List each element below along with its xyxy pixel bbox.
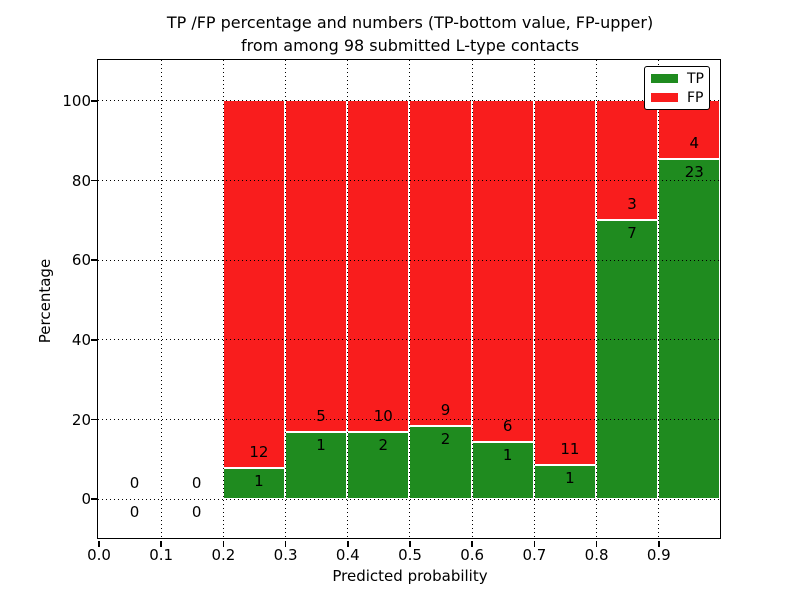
x-tick-label: 0.2 <box>211 546 236 564</box>
x-gridline <box>160 60 162 539</box>
x-gridline <box>595 60 597 539</box>
legend-item-tp: TP <box>651 70 704 87</box>
x-axis-tick <box>222 540 225 547</box>
tp-bar-segment <box>284 432 348 499</box>
fp-count-label: 3 <box>627 194 637 213</box>
tp-count-label: 0 <box>191 502 202 521</box>
fp-bar-segment <box>222 100 285 468</box>
x-tick-label: 0.5 <box>398 546 422 564</box>
fp-bar-segment <box>284 100 348 433</box>
tp-count-label: 2 <box>378 436 389 455</box>
x-gridline <box>533 60 535 539</box>
tp-count-label: 0 <box>129 502 140 521</box>
x-tick-label: 0.4 <box>335 546 360 564</box>
x-tick-label: 0.6 <box>460 546 485 564</box>
x-axis-tick <box>409 540 411 547</box>
tp-count-label: 1 <box>316 436 326 455</box>
x-tick-label: 0.9 <box>646 546 671 564</box>
x-gridline <box>658 60 660 539</box>
x-gridline <box>409 60 411 539</box>
tp-count-label: 1 <box>254 471 264 490</box>
x-tick-label: 0.1 <box>149 546 174 564</box>
tp-bar-segment <box>409 426 472 499</box>
fp-bar-segment <box>533 100 596 466</box>
fp-count-label: 6 <box>502 416 513 435</box>
x-axis-tick <box>98 540 100 547</box>
tp-count-label: 1 <box>565 469 575 488</box>
fp-count-label: 10 <box>373 407 393 426</box>
legend-label-tp: TP <box>687 70 704 87</box>
tp-bar-segment <box>533 465 596 499</box>
fp-count-label: 0 <box>129 473 140 492</box>
y-tick-label: 80 <box>71 171 91 190</box>
y-axis-tick <box>91 100 97 102</box>
tp-bar-segment <box>595 219 659 499</box>
y-tick-label: 100 <box>62 91 91 110</box>
y-axis-label: Percentage <box>36 258 54 344</box>
x-tick-label: 0.7 <box>522 546 547 564</box>
x-axis-tick <box>471 540 473 547</box>
x-axis-tick <box>347 540 349 547</box>
plot-area: 0 0 0 0 12 1 5 1 10 2 9 2 6 1 11 1 3 7 4 23 <box>97 59 722 540</box>
tp-count-label: 2 <box>440 430 451 449</box>
y-axis-tick <box>91 498 97 500</box>
fp-count-label: 9 <box>440 401 451 420</box>
x-tick-label: 0.0 <box>87 546 111 564</box>
y-tick-label: 40 <box>71 330 91 349</box>
legend-label-fp: FP <box>687 89 704 106</box>
fp-legend-swatch-icon <box>651 93 678 102</box>
fp-count-label: 0 <box>191 473 202 492</box>
y-tick-label: 20 <box>71 410 91 429</box>
x-axis-tick <box>658 540 660 547</box>
x-gridline <box>347 60 349 539</box>
fp-count-label: 5 <box>316 407 326 426</box>
chart-title-line1: TP /FP percentage and numbers (TP-bottom… <box>166 13 654 32</box>
x-tick-label: 0.8 <box>584 546 609 564</box>
fp-bar-segment <box>347 100 410 433</box>
y-tick-label: 60 <box>71 251 91 270</box>
fp-bar-segment <box>409 100 472 427</box>
x-axis-tick <box>533 540 536 547</box>
tp-bar-segment <box>222 467 285 499</box>
x-tick-label: 0.3 <box>273 546 298 564</box>
x-axis-tick <box>284 540 287 547</box>
fp-count-label: 12 <box>249 442 269 461</box>
y-axis-tick <box>91 418 97 421</box>
y-axis-tick <box>91 179 97 182</box>
x-gridline <box>284 60 286 539</box>
fp-bar-segment <box>471 100 534 442</box>
fp-count-label: 11 <box>560 440 580 459</box>
x-gridline <box>222 60 224 539</box>
x-axis-tick <box>595 540 598 547</box>
tp-count-label: 1 <box>502 445 513 464</box>
legend-item-fp: FP <box>651 89 704 106</box>
x-gridline <box>471 60 473 539</box>
tp-count-label: 7 <box>627 223 637 242</box>
y-tick-label: 0 <box>81 490 91 509</box>
x-axis-tick <box>160 540 162 547</box>
tp-bar-segment <box>658 159 721 499</box>
y-axis-tick <box>91 259 97 261</box>
y-axis-tick <box>91 339 97 341</box>
fp-count-label: 4 <box>689 134 700 153</box>
chart-title: TP /FP percentage and numbers (TP-bottom… <box>99 11 721 57</box>
tp-legend-swatch-icon <box>651 74 678 83</box>
legend: TP FP <box>644 66 710 110</box>
tp-count-label: 23 <box>684 163 704 182</box>
x-axis-label: Predicted probability <box>332 567 488 585</box>
chart-title-line2: from among 98 submitted L-type contacts <box>240 36 580 55</box>
